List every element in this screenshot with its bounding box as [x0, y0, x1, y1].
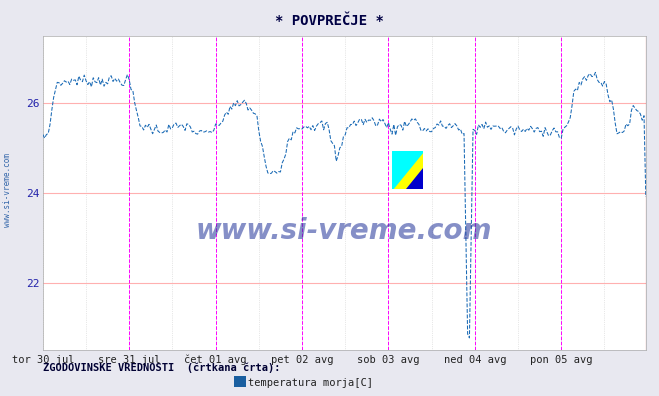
Polygon shape — [391, 151, 423, 188]
Polygon shape — [391, 151, 423, 188]
Text: * POVPREČJE *: * POVPREČJE * — [275, 14, 384, 28]
Text: ZGODOVINSKE VREDNOSTI  (črtkana črta):: ZGODOVINSKE VREDNOSTI (črtkana črta): — [43, 363, 280, 373]
Polygon shape — [406, 168, 423, 188]
Text: www.si-vreme.com: www.si-vreme.com — [196, 217, 492, 245]
Text: temperatura morja[C]: temperatura morja[C] — [248, 378, 374, 388]
Text: www.si-vreme.com: www.si-vreme.com — [3, 153, 13, 227]
